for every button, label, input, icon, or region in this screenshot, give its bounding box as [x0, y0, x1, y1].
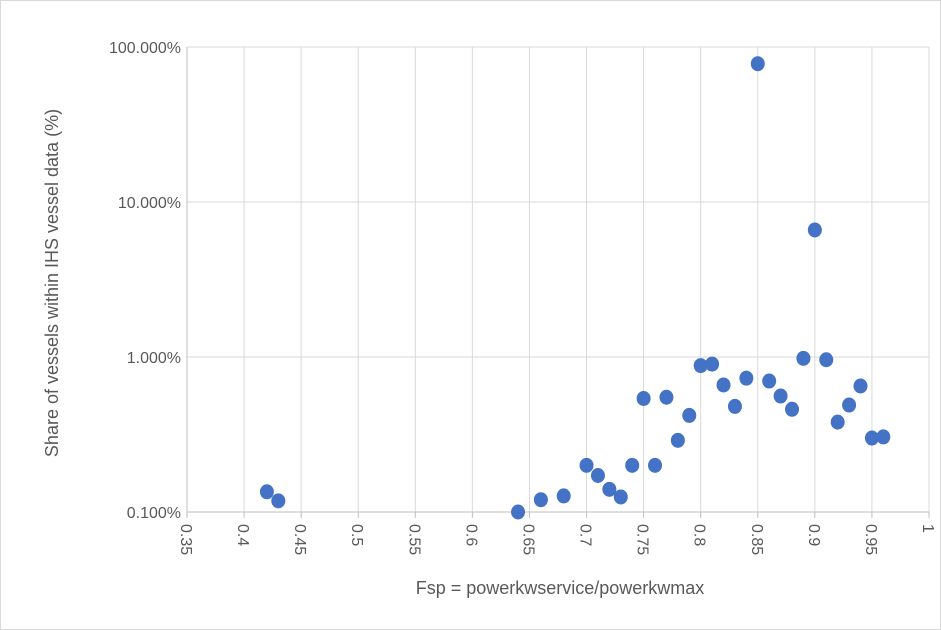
x-tick-label: 0.4	[234, 524, 251, 546]
data-point	[693, 358, 708, 374]
data-point	[705, 356, 720, 372]
x-tick-label: 0.85	[748, 524, 765, 555]
data-point	[727, 398, 742, 414]
data-point	[659, 389, 674, 405]
data-point	[864, 430, 879, 446]
data-point	[533, 492, 548, 508]
x-tick-label: 0.65	[519, 524, 536, 555]
y-tick-label: 10.000%	[118, 195, 181, 212]
data-point	[682, 407, 697, 423]
data-point	[876, 429, 891, 445]
x-tick-label: 0.5	[348, 524, 365, 546]
data-point	[556, 488, 571, 504]
data-point	[750, 56, 765, 72]
data-point	[511, 504, 526, 520]
data-point	[716, 377, 731, 393]
x-tick-label: 0.35	[177, 524, 194, 555]
data-point	[819, 352, 834, 368]
y-tick-label: 0.100%	[127, 505, 181, 522]
data-point	[271, 493, 286, 509]
axes	[186, 47, 930, 518]
data-point	[739, 370, 754, 386]
data-point	[636, 390, 651, 406]
data-point	[785, 401, 800, 417]
data-point	[613, 489, 628, 505]
data-point	[648, 457, 663, 473]
x-tick-label: 0.8	[691, 524, 708, 546]
x-tick-label: 0.9	[805, 524, 822, 546]
y-tick-label: 100.000%	[109, 40, 181, 57]
x-tick-label: 0.95	[862, 524, 879, 555]
data-point	[602, 481, 617, 497]
x-tick-label: 0.55	[405, 524, 422, 555]
x-tick-label: 1	[919, 524, 936, 533]
data-point	[579, 457, 594, 473]
x-tick-label: 0.6	[462, 524, 479, 546]
y-tick-labels: 0.100% 1.000% 10.000% 100.000%	[109, 40, 181, 522]
y-tick-label: 1.000%	[127, 350, 181, 367]
data-point	[590, 467, 605, 483]
x-tick-label: 0.75	[634, 524, 651, 555]
y-axis-title: Share of vessels within IHS vessel data …	[42, 109, 62, 457]
data-point	[762, 373, 777, 389]
data-point	[830, 414, 845, 430]
gridlines	[187, 46, 930, 512]
x-axis-title: Fsp = powerkwservice/powerkwmax	[416, 578, 705, 598]
data-point	[259, 484, 274, 500]
data-point	[853, 378, 868, 394]
x-tick-label: 0.45	[291, 524, 308, 555]
data-point	[842, 397, 857, 413]
x-tick-labels: 0.35 0.4 0.45 0.5 0.55 0.6 0.65 0.7 0.75 0.8 0.85 0…	[177, 524, 936, 555]
data-point	[807, 222, 822, 238]
data-points	[259, 56, 891, 520]
data-point	[670, 432, 685, 448]
data-point	[625, 457, 640, 473]
data-point	[773, 388, 788, 404]
data-point	[796, 350, 811, 366]
x-tick-label: 0.7	[577, 524, 594, 546]
